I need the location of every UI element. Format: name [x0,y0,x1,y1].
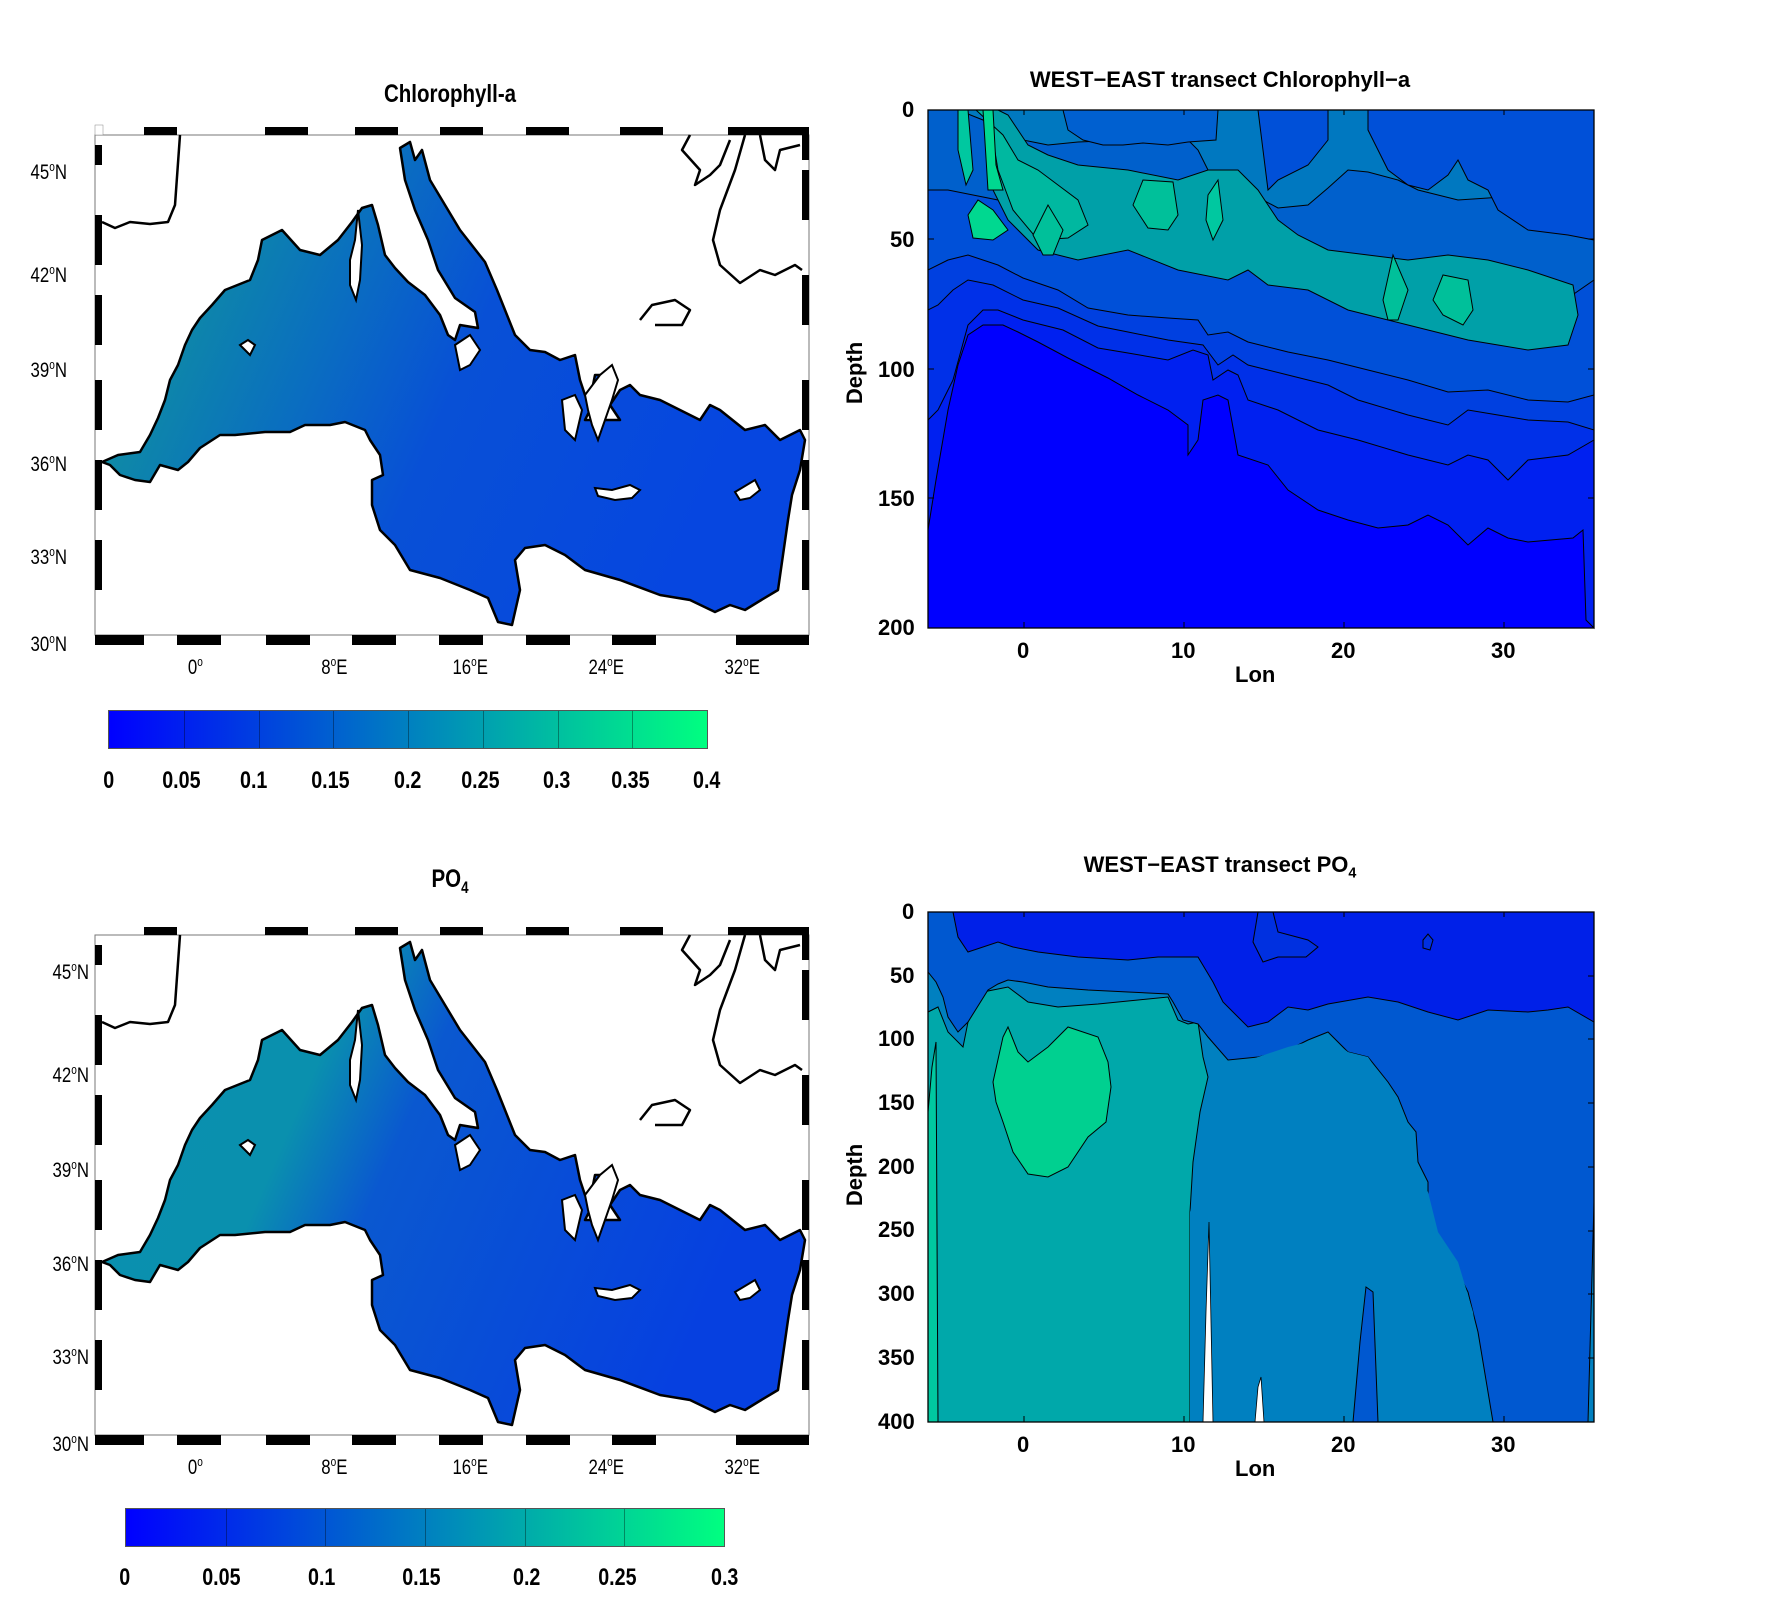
chl-colorbar [108,710,708,749]
po4-lat-30: 30oN [52,1432,89,1456]
chl-cb-tick: 0.35 [611,767,650,794]
po4-tr-ytick: 350 [878,1345,915,1370]
po4-colorbar [125,1508,725,1547]
po4-tr-ytick: 250 [878,1217,915,1242]
po4-tr-xtick: 10 [1171,1432,1196,1457]
chl-lat-45: 45oN [30,160,67,184]
chl-tr-ylabel: Depth [842,341,868,405]
po4-lon-24: 24oE [588,1455,624,1479]
chl-tr-ytick: 100 [878,357,915,382]
po4-tr-ytick: 50 [890,963,915,988]
chl-lon-24: 24oE [588,655,624,679]
po4-tr-ytick: 300 [878,1281,915,1306]
po4-transect-plot [927,911,1595,1423]
po4-cb-tick: 0.2 [513,1564,541,1591]
chl-lat-36: 36oN [30,452,67,476]
chl-tr-ytick: 0 [902,97,915,122]
po4-tr-ytick: 400 [878,1409,915,1434]
po4-tr-ytick: 0 [902,899,915,924]
chl-tr-xtick: 10 [1171,638,1196,663]
chl-lon-8: 8oE [321,655,348,679]
chl-tr-xlabel: Lon [1235,662,1276,687]
po4-tr-xtick: 30 [1491,1432,1516,1457]
po4-tr-xtick: 0 [1017,1432,1030,1457]
po4-tr-ytick: 100 [878,1026,915,1051]
po4-tr-xtick: 20 [1331,1432,1356,1457]
chl-lon-16: 16oE [452,655,488,679]
po4-lon-0: 0o [187,1455,203,1479]
po4-tr-ytick: 200 [878,1154,915,1179]
chl-tr-ytick: 200 [878,615,915,640]
chl-cb-tick: 0.15 [311,767,350,794]
po4-cb-tick: 0.3 [711,1564,739,1591]
chl-tr-xtick: 20 [1331,638,1356,663]
chl-lat-42: 42oN [30,263,67,287]
chl-cb-tick: 0.2 [394,767,422,794]
po4-lat-39: 39oN [52,1158,89,1182]
chl-tr-ytick: 150 [878,486,915,511]
chl-tr-ytick: 50 [890,227,915,252]
chl-map-title: Chlorophyll-a [383,80,517,108]
po4-cb-tick: 0.1 [308,1564,336,1591]
chl-map-plot [94,124,810,645]
po4-tr-ytick: 150 [878,1090,915,1115]
po4-map-panel: PO4 [0,800,820,1618]
po4-lon-8: 8oE [321,1455,348,1479]
po4-tr-xlabel: Lon [1235,1456,1276,1481]
po4-map-plot [94,927,810,1445]
po4-cb-tick: 0.05 [202,1564,241,1591]
chl-lat-39: 39oN [30,358,67,382]
po4-lon-16: 16oE [452,1455,488,1479]
po4-transect-panel: WEST−EAST transect PO4 [830,800,1778,1618]
chl-cb-tick: 0.25 [461,767,500,794]
chl-cb-tick: 0.1 [240,767,268,794]
chl-tr-xtick: 30 [1491,638,1516,663]
chl-transect-plot [927,109,1595,630]
po4-tr-ylabel: Depth [842,1143,868,1207]
po4-lon-32: 32oE [724,1455,760,1479]
chl-lat-33: 33oN [30,545,67,569]
po4-lat-45: 45oN [52,960,89,984]
chl-lon-0: 0o [187,655,203,679]
po4-lat-42: 42oN [52,1063,89,1087]
chl-map-panel: Chlorophyll-a [0,0,820,800]
chl-cb-tick: 0.05 [162,767,201,794]
po4-transect-title: WEST−EAST transect PO4 [1083,852,1357,882]
chl-tr-xtick: 0 [1017,638,1030,663]
chl-lat-30: 30oN [30,632,67,656]
chl-cb-tick: 0.4 [693,767,721,794]
po4-cb-tick: 0 [119,1564,131,1591]
po4-lat-36: 36oN [52,1252,89,1276]
chl-cb-tick: 0.3 [543,767,571,794]
po4-cb-tick: 0.25 [598,1564,637,1591]
chl-transect-title: WEST−EAST transect Chlorophyll−a [1029,67,1411,92]
po4-lat-33: 33oN [52,1345,89,1369]
chl-cb-tick: 0 [103,767,115,794]
po4-map-title: PO4 [431,865,469,897]
chl-transect-panel: WEST−EAST transect Chlorophyll−a [830,0,1778,800]
chl-lon-32: 32oE [724,655,760,679]
po4-cb-tick: 0.15 [402,1564,441,1591]
map-frame-checker [94,124,809,645]
